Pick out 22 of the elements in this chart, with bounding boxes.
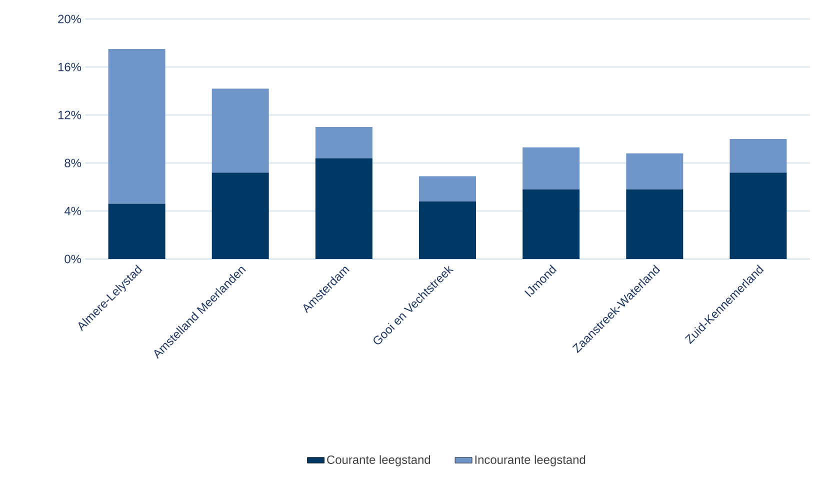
bar <box>626 189 684 259</box>
bar <box>730 172 787 259</box>
y-tick-label: 12% <box>58 110 82 120</box>
bar <box>522 147 580 190</box>
bar <box>315 158 372 259</box>
y-tick-label: 4% <box>64 206 82 216</box>
bar <box>419 201 476 259</box>
bar <box>626 153 684 190</box>
y-tick-label: 16% <box>58 62 82 72</box>
y-tick-label: 20% <box>58 14 82 24</box>
bar <box>108 204 166 259</box>
y-tick-label: 0% <box>64 254 82 264</box>
legend-label: Incourante leegstand <box>475 455 586 466</box>
bar <box>730 139 787 173</box>
bar <box>419 176 476 202</box>
legend-label: Courante leegstand <box>327 455 430 466</box>
bar <box>212 88 269 173</box>
bar <box>212 172 269 259</box>
bar <box>108 48 166 204</box>
bar <box>522 189 580 259</box>
y-tick-label: 8% <box>64 158 82 168</box>
bar <box>315 127 372 158</box>
